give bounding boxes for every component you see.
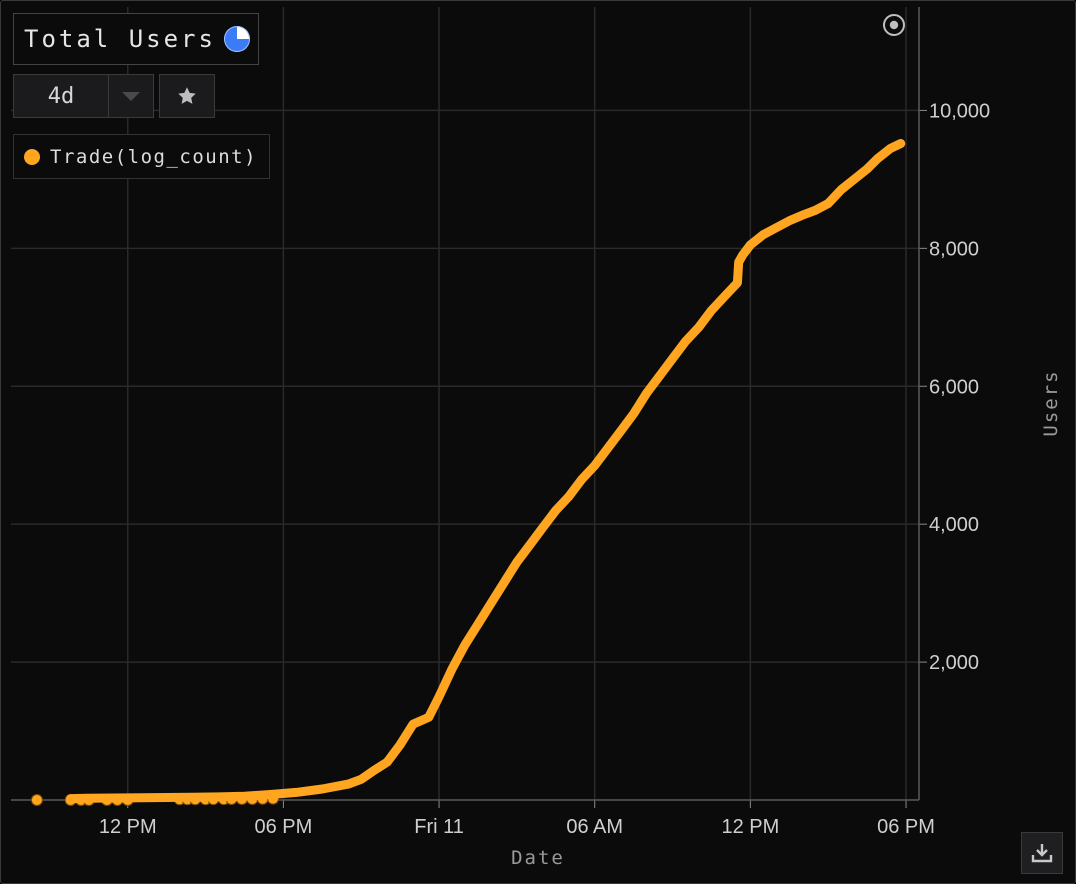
y-axis-title: Users bbox=[1040, 369, 1062, 436]
x-tick-label: 06 AM bbox=[566, 816, 623, 838]
time-range-select[interactable]: 4d bbox=[13, 74, 154, 118]
download-button[interactable] bbox=[1021, 832, 1063, 874]
legend-label-trade: Trade(log_count) bbox=[50, 145, 258, 168]
x-tick-label: 12 PM bbox=[99, 816, 157, 838]
series-line-trade bbox=[66, 139, 906, 804]
x-tick-label: 06 PM bbox=[877, 816, 935, 838]
x-axis-title: Date bbox=[511, 847, 565, 869]
y-tick-label: 6,000 bbox=[929, 376, 979, 398]
y-tick-label: 4,000 bbox=[929, 514, 979, 536]
series-area bbox=[30, 139, 906, 806]
star-icon bbox=[178, 87, 196, 104]
x-tick-label: Fri 11 bbox=[414, 816, 464, 838]
time-range-dropdown-button[interactable] bbox=[109, 75, 153, 117]
grid bbox=[11, 7, 919, 800]
target-icon[interactable] bbox=[882, 13, 906, 37]
panel-title: Total Users bbox=[24, 25, 216, 53]
legend[interactable]: Trade(log_count) bbox=[13, 134, 271, 179]
y-tick-label: 8,000 bbox=[929, 238, 979, 260]
data-point bbox=[30, 794, 43, 806]
y-tick-label: 2,000 bbox=[929, 652, 979, 674]
legend-swatch-trade bbox=[24, 148, 40, 165]
x-tick-label: 12 PM bbox=[721, 816, 779, 838]
panel-title-box[interactable]: Total Users bbox=[13, 13, 259, 65]
axes: 12 PM 06 PM Fri 11 06 AM 12 PM 06 PM 2,000 4,00… bbox=[11, 7, 990, 838]
favorite-button[interactable] bbox=[159, 74, 215, 118]
loading-pie-icon bbox=[223, 26, 250, 52]
download-icon bbox=[1031, 844, 1053, 863]
chevron-down-icon bbox=[122, 91, 140, 101]
x-tick-label: 06 PM bbox=[254, 816, 312, 838]
time-range-value: 4d bbox=[14, 75, 109, 117]
y-tick-label: 10,000 bbox=[929, 100, 990, 122]
